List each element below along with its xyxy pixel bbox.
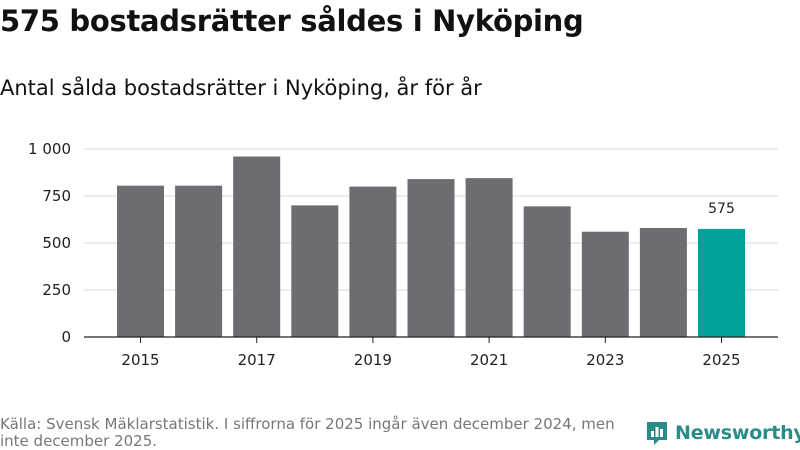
- x-tick-label: 2021: [470, 351, 508, 369]
- chart-subtitle: Antal sålda bostadsrätter i Nyköping, år…: [0, 76, 482, 100]
- bar-2024: [639, 227, 687, 337]
- bar-2022: [523, 206, 571, 337]
- bar-2021: [465, 178, 513, 337]
- x-tick-label: 2023: [586, 351, 624, 369]
- y-tick-label: 250: [42, 281, 71, 299]
- bar-2019: [349, 186, 397, 337]
- y-tick-label: 0: [61, 328, 71, 346]
- source-note: Källa: Svensk Mäklarstatistik. I siffror…: [0, 415, 615, 450]
- bar-2025: [698, 228, 745, 337]
- bar-2016: [175, 185, 223, 337]
- bar-2018: [291, 205, 339, 337]
- x-tick-label: 2015: [121, 351, 159, 369]
- bar-2023: [581, 231, 629, 337]
- y-tick-label: 500: [42, 234, 71, 252]
- data-label: 575: [708, 201, 735, 217]
- y-tick-label: 1 000: [28, 140, 71, 158]
- bar-2015: [117, 185, 164, 337]
- bar-2017: [233, 156, 281, 337]
- bar-2020: [407, 179, 455, 337]
- bar-chart: 0 250 500 750 1 000 2015 2017 2019 2021 2023 2025 5…: [28, 140, 778, 369]
- x-tick-label: 2017: [238, 351, 276, 369]
- newsworthy-icon: [647, 422, 667, 445]
- x-tick-label: 2025: [702, 351, 740, 369]
- chart-title: 575 bostadsrätter såldes i Nyköping: [0, 4, 584, 38]
- newsworthy-logo: Newsworthy: [645, 420, 800, 446]
- y-tick-label: 750: [42, 187, 71, 205]
- brand-name: Newsworthy: [675, 422, 800, 444]
- x-tick-label: 2019: [354, 351, 392, 369]
